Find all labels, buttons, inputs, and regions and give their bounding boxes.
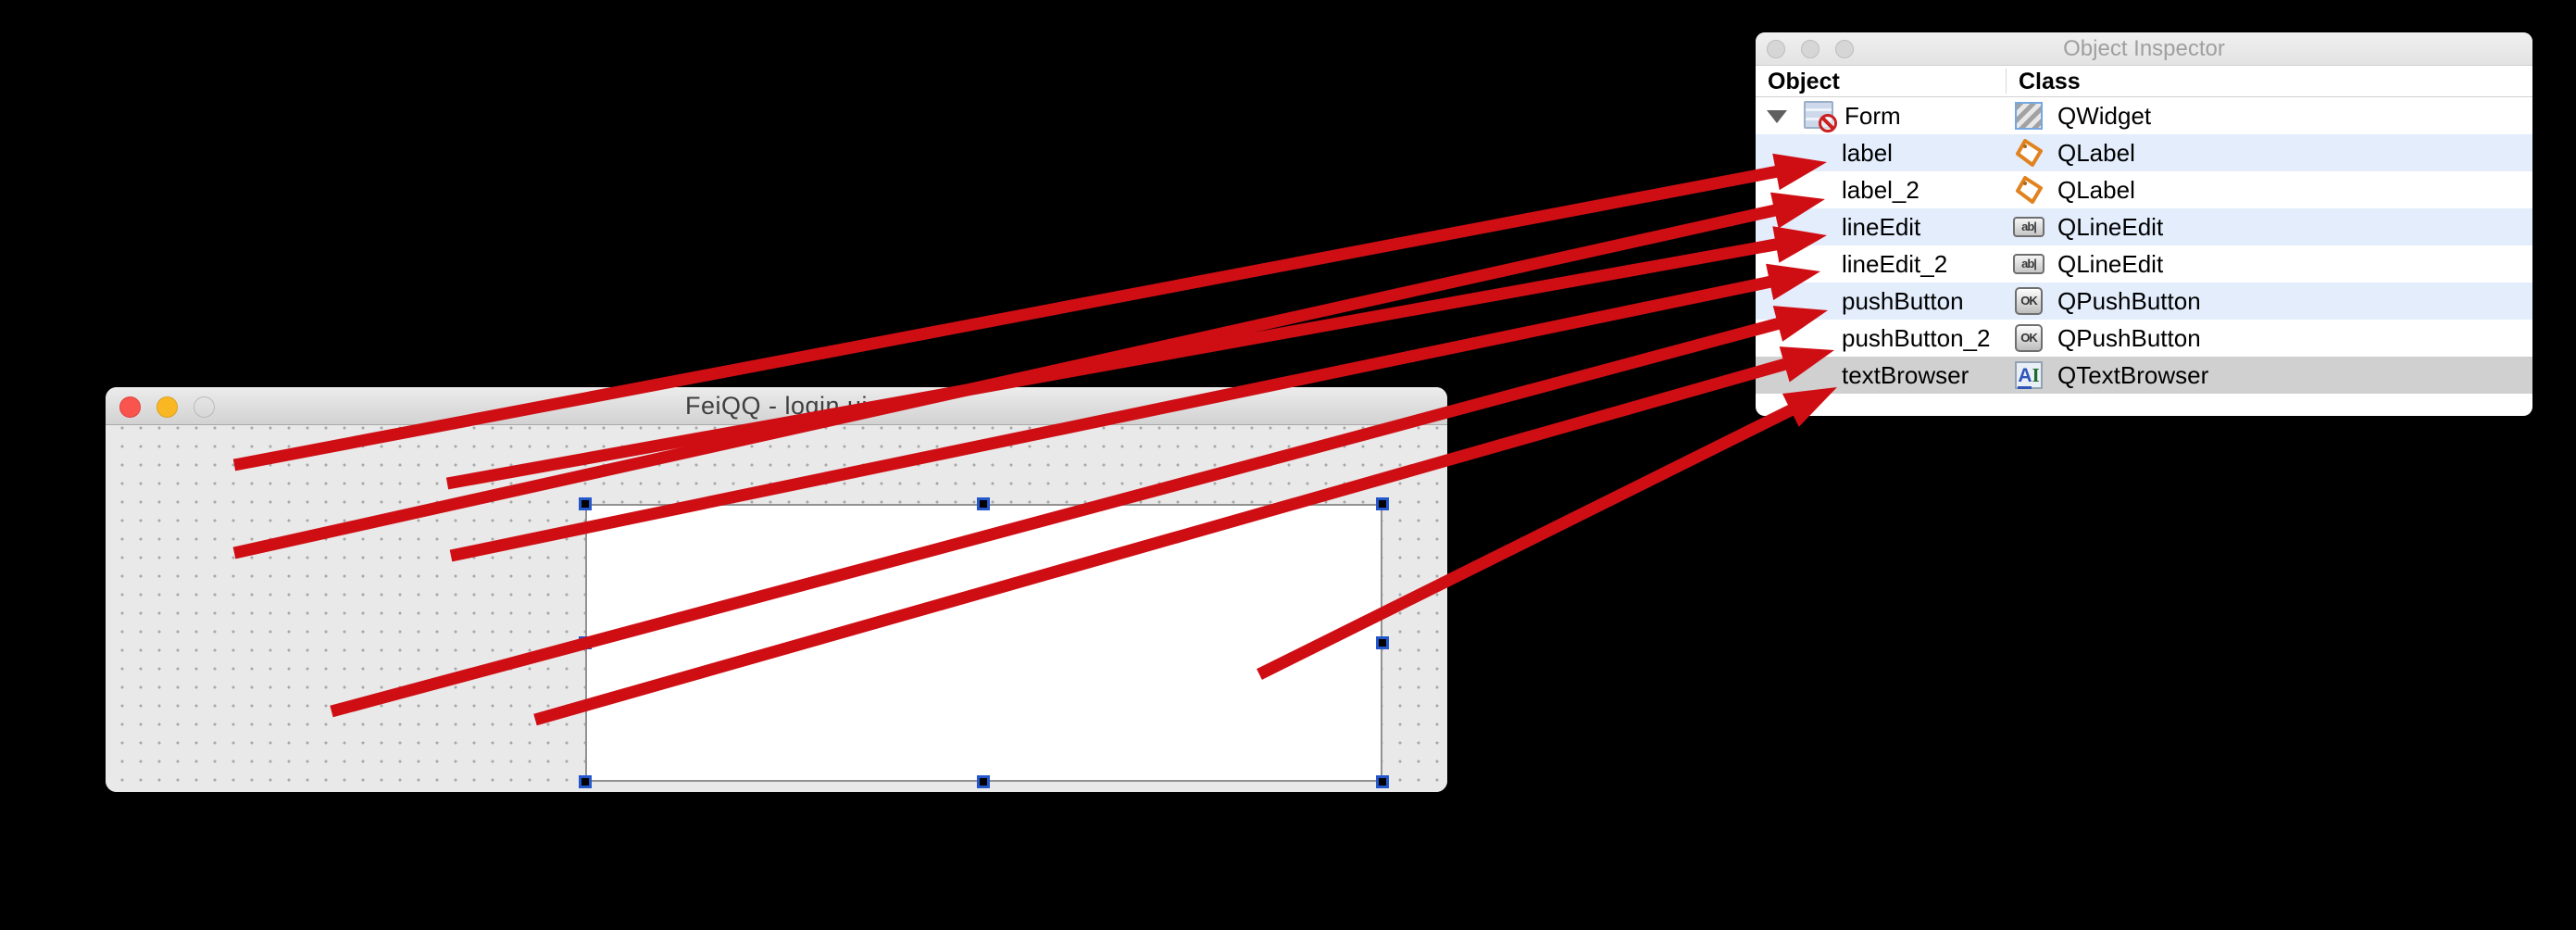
tree-row-label[interactable]: label QLabel xyxy=(1756,134,2532,171)
inspector-column-header: Object Class xyxy=(1756,66,2532,97)
class-name: QLabel xyxy=(2057,139,2135,167)
form-canvas: 用户名 : 密码 : 登录 忘记密码？ xyxy=(106,426,1447,792)
tree-row-pushbutton-2[interactable]: pushButton_2 OK QPushButton xyxy=(1756,320,2532,357)
qpushbutton-ok-icon: OK xyxy=(2015,324,2043,352)
inspector-minimize-button[interactable] xyxy=(1801,40,1819,58)
form-icon xyxy=(1804,101,1837,132)
selection-handle-bottom-left[interactable] xyxy=(579,775,592,788)
disclosure-triangle-icon[interactable] xyxy=(1767,110,1787,123)
class-name: QPushButton xyxy=(2057,287,2201,315)
selection-handle-top-right[interactable] xyxy=(1376,497,1389,510)
column-header-object[interactable]: Object xyxy=(1768,69,1840,94)
tree-row-textbrowser[interactable]: textBrowser AI QTextBrowser xyxy=(1756,357,2532,394)
column-header-class[interactable]: Class xyxy=(2019,69,2081,94)
object-name: Form xyxy=(1844,102,1901,130)
tree-row-pushbutton[interactable]: pushButton OK QPushButton xyxy=(1756,283,2532,320)
object-name: textBrowser xyxy=(1842,361,1970,389)
qlineedit-icon: ab| xyxy=(2013,217,2045,237)
class-name: QWidget xyxy=(2057,102,2152,130)
inspector-titlebar[interactable]: Object Inspector xyxy=(1756,32,2532,66)
object-name: label xyxy=(1842,139,1893,167)
object-name: pushButton xyxy=(1842,287,1964,315)
object-name: label_2 xyxy=(1842,176,1919,204)
selection-handle-middle-right[interactable] xyxy=(1376,636,1389,649)
object-name: lineEdit xyxy=(1842,213,1921,241)
class-name: QTextBrowser xyxy=(2057,361,2209,389)
class-name: QLineEdit xyxy=(2057,213,2164,241)
qtextbrowser-ai-icon: AI xyxy=(2015,361,2043,389)
selection-handle-top-middle[interactable] xyxy=(977,497,990,510)
tree-row-lineedit-2[interactable]: lineEdit_2 ab| QLineEdit xyxy=(1756,245,2532,283)
selection-handle-top-left[interactable] xyxy=(579,497,592,510)
no-signal-icon xyxy=(1819,114,1837,132)
text-browser-widget[interactable] xyxy=(585,504,1382,782)
window-title: FeiQQ - login.ui xyxy=(684,392,869,420)
qlineedit-icon: ab| xyxy=(2013,254,2045,274)
tree-row-lineedit[interactable]: lineEdit ab| QLineEdit xyxy=(1756,208,2532,245)
class-name: QLineEdit xyxy=(2057,250,2164,278)
class-name: QPushButton xyxy=(2057,324,2201,352)
inspector-zoom-button[interactable] xyxy=(1835,40,1854,58)
inspector-title: Object Inspector xyxy=(2063,36,2225,61)
tree-row-form[interactable]: Form QWidget xyxy=(1756,97,2532,134)
selection-handle-bottom-right[interactable] xyxy=(1376,775,1389,788)
qlabel-tag-icon xyxy=(2013,174,2045,206)
column-divider[interactable] xyxy=(2006,69,2007,94)
object-name: pushButton_2 xyxy=(1842,324,1991,352)
qlabel-tag-icon xyxy=(2013,137,2045,169)
zoom-button[interactable] xyxy=(194,396,215,418)
inspector-close-button[interactable] xyxy=(1767,40,1785,58)
qwidget-icon xyxy=(2015,102,2043,130)
object-inspector-window: Object Inspector Object Class Form QWidg… xyxy=(1756,32,2532,416)
form-window-titlebar[interactable]: FeiQQ - login.ui xyxy=(106,387,1447,425)
minimize-button[interactable] xyxy=(156,396,178,418)
class-name: QLabel xyxy=(2057,176,2135,204)
selection-handle-middle-left[interactable] xyxy=(579,636,592,649)
qpushbutton-ok-icon: OK xyxy=(2015,287,2043,315)
selection-handle-bottom-middle[interactable] xyxy=(977,775,990,788)
object-name: lineEdit_2 xyxy=(1842,250,1948,278)
designer-form-window: FeiQQ - login.ui 用户名 : 密码 : 登录 忘记密码？ xyxy=(106,387,1447,792)
close-button[interactable] xyxy=(119,396,141,418)
tree-row-label-2[interactable]: label_2 QLabel xyxy=(1756,171,2532,208)
